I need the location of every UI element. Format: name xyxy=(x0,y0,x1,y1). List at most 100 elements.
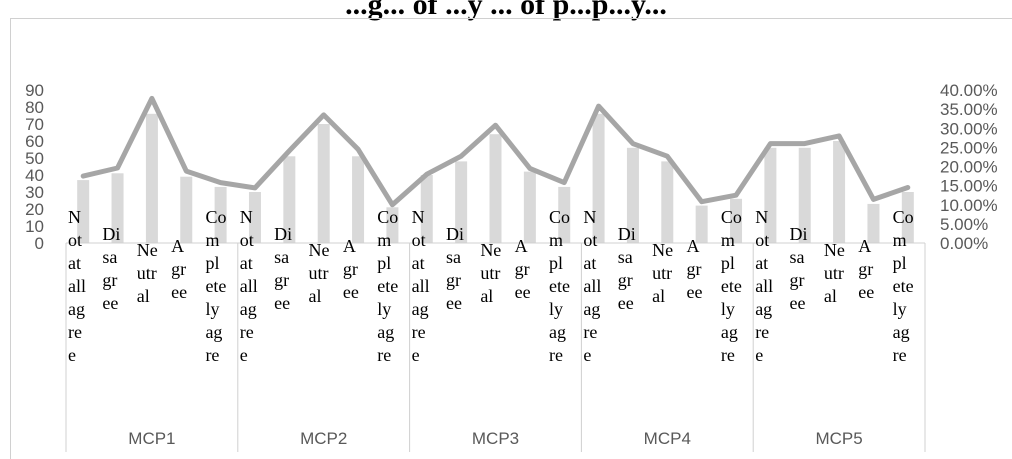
category-tick-label: N xyxy=(240,207,253,227)
category-tick-label: re xyxy=(240,322,254,342)
category-tick-label: utr xyxy=(309,263,329,283)
category-tick-label: gr xyxy=(446,270,461,290)
category-tick-label: at xyxy=(583,253,596,273)
bar xyxy=(730,198,743,243)
category-tick-label: at xyxy=(755,253,768,273)
category-tick-label: Ne xyxy=(137,240,158,260)
category-tick-label: pl xyxy=(893,253,907,273)
category-tick-label: e xyxy=(68,345,76,365)
category-tick-label: ly xyxy=(721,299,735,319)
category-tick-label: ete xyxy=(377,276,398,296)
category-tick-label: gr xyxy=(102,270,117,290)
category-tick-label: gr xyxy=(618,270,633,290)
bar xyxy=(317,124,330,243)
category-tick-label: all xyxy=(240,276,258,296)
category-tick-label: ag xyxy=(549,322,566,342)
category-tick-label: N xyxy=(412,207,425,227)
series-line xyxy=(80,95,911,208)
category-tick-label: m xyxy=(205,230,219,250)
category-tick-label: at xyxy=(68,253,81,273)
category-tick-label: al xyxy=(309,286,322,306)
category-tick-label: al xyxy=(824,286,837,306)
bar xyxy=(626,147,639,243)
category-tick-label: m xyxy=(549,230,563,250)
category-tick-label: re xyxy=(205,345,219,365)
bar xyxy=(867,203,880,243)
category-tick-label: ot xyxy=(583,230,597,250)
category-tick-label: ag xyxy=(583,299,600,319)
category-tick-label: A xyxy=(343,236,356,256)
category-tick-label: ag xyxy=(721,322,738,342)
category-tick-label: ee xyxy=(686,282,702,302)
category-tick-label: gr xyxy=(171,259,186,279)
right-axis-tick-label: 0.00% xyxy=(940,234,988,253)
category-tick-label: al xyxy=(137,286,150,306)
category-tick-label: all xyxy=(68,276,86,296)
right-axis-tick-label: 20.00% xyxy=(940,158,998,177)
category-tick-label: utr xyxy=(137,263,157,283)
category-tick-label: N xyxy=(583,207,596,227)
category-tick-label: ee xyxy=(858,282,874,302)
right-axis-tick-label: 10.00% xyxy=(940,196,998,215)
category-tick-label: ot xyxy=(68,230,82,250)
category-tick-label: ag xyxy=(377,322,394,342)
category-tick-label: ee xyxy=(618,293,634,313)
left-axis-tick-label: 60 xyxy=(25,132,44,151)
category-tick-label: ee xyxy=(102,293,118,313)
category-tick-label: re xyxy=(583,322,597,342)
category-tick-label: Di xyxy=(102,224,120,244)
category-tick-label: ete xyxy=(721,276,742,296)
category-tick-label: utr xyxy=(824,263,844,283)
category-tick-label: al xyxy=(652,286,665,306)
right-axis-tick-label: 40.00% xyxy=(940,81,998,100)
right-axis-tick-label: 25.00% xyxy=(940,138,998,157)
category-tick-label: pl xyxy=(721,253,735,273)
category-tick-label: Di xyxy=(618,224,636,244)
category-tick-label: sa xyxy=(102,247,117,267)
category-tick-label: sa xyxy=(446,247,461,267)
category-tick-label: Ne xyxy=(824,240,845,260)
category-tick-label: gr xyxy=(515,259,530,279)
bar xyxy=(592,113,605,243)
bar xyxy=(523,171,536,243)
category-tick-label: ly xyxy=(893,299,907,319)
category-tick-label: ly xyxy=(377,299,391,319)
chart-title: ...g... of ...y ... of p...p...y... xyxy=(345,0,667,21)
bar xyxy=(798,147,811,243)
bar xyxy=(661,161,674,243)
bar xyxy=(145,113,158,243)
category-tick-label: e xyxy=(240,345,248,365)
category-tick-label: Co xyxy=(721,207,742,227)
category-tick-label: m xyxy=(377,230,391,250)
left-axis-tick-label: 10 xyxy=(25,217,44,236)
category-tick-label: N xyxy=(755,207,768,227)
category-tick-label: re xyxy=(68,322,82,342)
bar xyxy=(558,186,571,243)
bar xyxy=(695,205,708,243)
category-tick-label: re xyxy=(549,345,563,365)
category-tick-label: re xyxy=(377,345,391,365)
category-tick-label: gr xyxy=(858,259,873,279)
bar xyxy=(283,156,296,243)
category-tick-label: ot xyxy=(240,230,254,250)
category-tick-label: Co xyxy=(549,207,570,227)
category-tick-label: A xyxy=(858,236,871,256)
category-tick-label: ee xyxy=(446,293,462,313)
category-tick-label: A xyxy=(515,236,528,256)
category-tick-label: ete xyxy=(205,276,226,296)
category-tick-label: m xyxy=(893,230,907,250)
bar xyxy=(352,156,365,243)
group-tick-label: MCP1 xyxy=(128,429,175,448)
category-tick-label: e xyxy=(755,345,763,365)
category-tick-label: sa xyxy=(274,247,289,267)
category-tick-label: ag xyxy=(205,322,222,342)
category-tick-label: e xyxy=(583,345,591,365)
category-tick-label: all xyxy=(583,276,601,296)
category-tick-label: ee xyxy=(171,282,187,302)
left-axis-tick-label: 40 xyxy=(25,166,44,185)
category-tick-label: sa xyxy=(618,247,633,267)
category-tick-label: ag xyxy=(412,299,429,319)
right-axis-tick-label: 15.00% xyxy=(940,177,998,196)
